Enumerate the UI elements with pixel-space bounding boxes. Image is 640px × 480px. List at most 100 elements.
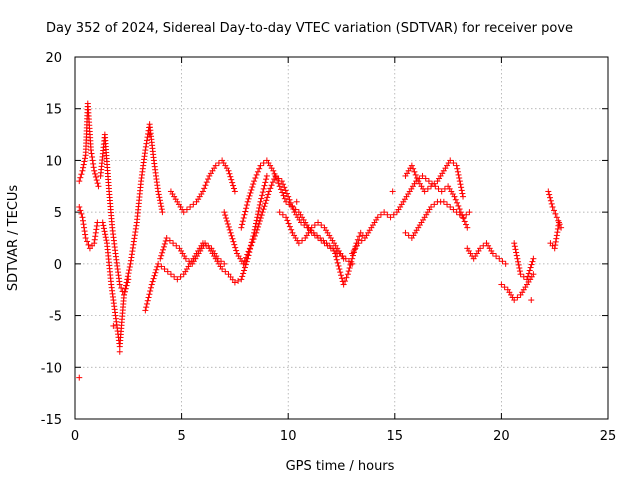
data-point-interp — [501, 284, 508, 291]
data-point — [295, 240, 302, 247]
data-point — [187, 203, 194, 210]
y-tick-label: 20 — [45, 51, 62, 66]
data-point-interp — [335, 262, 342, 269]
data-point — [212, 162, 219, 169]
data-point-interp — [150, 275, 157, 282]
data-point-interp — [263, 176, 270, 183]
data-point — [498, 281, 505, 288]
data-point-interp — [461, 218, 468, 225]
data-point-interp — [205, 242, 212, 249]
data-point-interp — [241, 211, 248, 218]
data-point-interp — [254, 214, 261, 221]
data-point-interp — [513, 252, 520, 259]
data-point — [180, 209, 187, 216]
y-axis-label: SDTVAR / TECUs — [6, 185, 21, 292]
data-point-interp — [256, 165, 263, 172]
data-point — [517, 271, 524, 278]
data-point-interp — [233, 247, 240, 254]
data-point — [99, 219, 106, 226]
data-point-interp — [82, 231, 89, 238]
data-point-interp — [89, 153, 96, 160]
data-point-interp — [239, 221, 246, 228]
data-point — [551, 245, 558, 252]
data-point — [315, 219, 322, 226]
data-point — [82, 235, 89, 241]
data-point-interp — [458, 184, 465, 191]
data-point-interp — [553, 235, 560, 242]
data-point-interp — [424, 185, 431, 192]
data-point-interp — [153, 266, 160, 273]
data-point-interp — [222, 212, 229, 219]
data-point-interp — [318, 237, 325, 244]
data-point — [231, 188, 238, 195]
data-point — [121, 291, 128, 298]
data-point — [257, 162, 264, 169]
data-point-interp — [268, 182, 275, 189]
data-point-interp — [247, 189, 254, 196]
data-point-interp — [103, 237, 110, 244]
data-point-interp — [92, 233, 99, 240]
data-point-interp — [450, 160, 457, 167]
data-point — [336, 266, 343, 273]
data-point-interp — [279, 211, 286, 218]
data-point-interp — [456, 211, 463, 218]
data-point-interp — [251, 232, 258, 239]
data-point-interp — [256, 201, 263, 208]
data-point-interp — [263, 197, 270, 204]
data-point — [257, 198, 264, 205]
data-point — [511, 240, 518, 247]
data-point-interp — [171, 273, 178, 280]
data-point — [389, 188, 396, 195]
data-point-interp — [318, 222, 325, 229]
data-point-interp — [452, 196, 459, 203]
data-point-interp — [177, 273, 184, 280]
data-point — [238, 224, 245, 231]
data-point-interp — [459, 190, 466, 197]
data-point — [219, 266, 226, 273]
data-point-interp — [281, 184, 288, 191]
data-point-interp — [458, 187, 465, 194]
data-point-interp — [93, 222, 100, 229]
data-point — [221, 260, 228, 267]
data-point-interp — [77, 207, 84, 214]
data-point-interp — [156, 194, 163, 201]
data-point-interp — [516, 268, 523, 275]
data-point-interp — [223, 218, 230, 225]
data-point-interp — [230, 185, 237, 192]
data-point-interp — [292, 206, 299, 213]
data-point-interp — [454, 168, 461, 175]
data-point-interp — [246, 192, 253, 199]
data-point — [91, 167, 98, 174]
data-point-interp — [338, 275, 345, 282]
data-point-interp — [78, 171, 85, 178]
data-point-interp — [337, 269, 344, 276]
data-point — [419, 172, 426, 179]
data-point — [110, 322, 117, 329]
data-point-interp — [552, 210, 559, 217]
data-point-interp — [229, 179, 236, 186]
data-point-interp — [81, 228, 88, 235]
data-point-interp — [205, 176, 212, 183]
data-point-interp — [201, 185, 208, 192]
data-point — [157, 255, 164, 262]
data-point-interp — [450, 206, 457, 213]
data-point-interp — [254, 211, 261, 218]
data-point-interp — [149, 278, 156, 285]
data-point-interp — [262, 200, 269, 207]
data-point-interp — [444, 201, 451, 208]
data-point — [238, 276, 245, 283]
data-point-interp — [348, 258, 355, 265]
data-point — [285, 193, 292, 200]
plot-frame — [74, 56, 609, 420]
data-point — [125, 276, 132, 283]
data-point-interp — [516, 264, 523, 271]
data-point-interp — [143, 140, 150, 147]
data-point-interp — [226, 226, 233, 233]
chart-title: Day 352 of 2024, Sidereal Day-to-day VTE… — [46, 21, 573, 36]
data-point — [159, 209, 166, 216]
axis-ticks — [74, 56, 609, 420]
data-point — [528, 297, 535, 304]
data-point-interp — [254, 226, 261, 233]
data-point-interp — [100, 222, 107, 229]
